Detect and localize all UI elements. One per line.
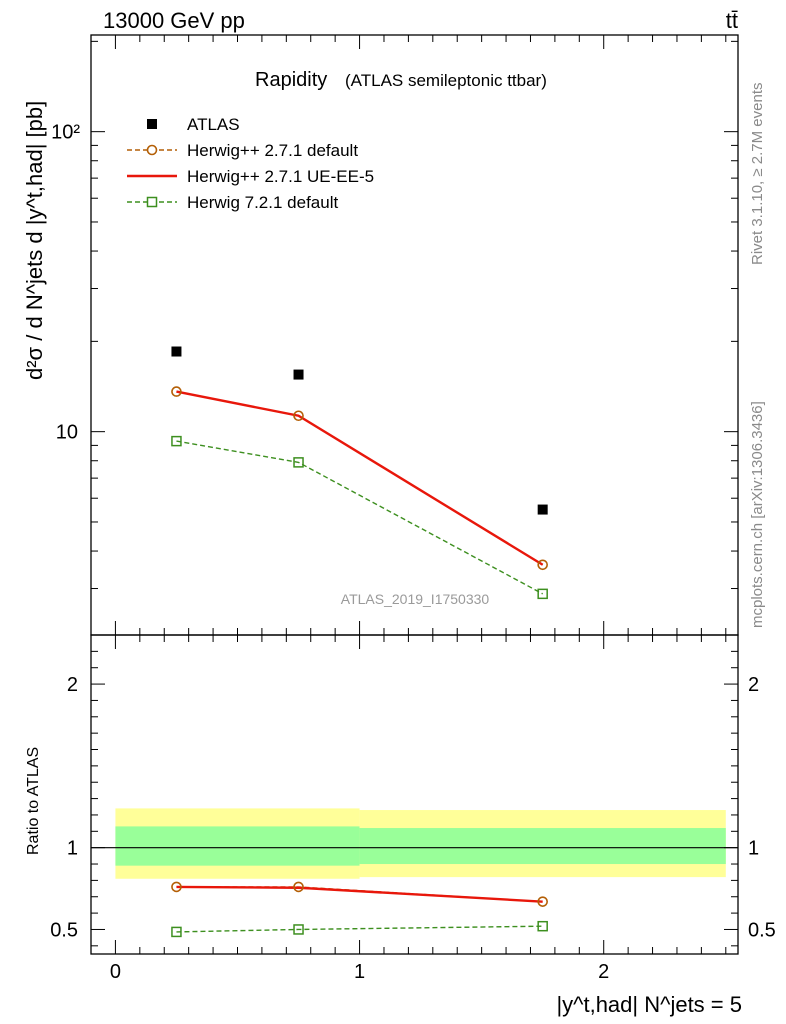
x-tick-label: 1 <box>354 961 365 983</box>
chart-title: Rapidity <box>255 69 327 91</box>
legend: ATLAS Herwig++ 2.7.1 default Herwig++ 2.7.… <box>127 115 374 212</box>
herwigpp-default-point <box>171 386 182 397</box>
x-axis-label: |y^t,had| N^jets = 5 <box>556 992 742 1017</box>
legend-item-herwig7: Herwig 7.2.1 default <box>127 193 338 212</box>
x-tick-label: 2 <box>598 961 609 983</box>
ratio-y-axis-label: Ratio to ATLAS <box>25 747 42 855</box>
ratio-y-tick-label-right: 1 <box>748 838 759 860</box>
y-tick-label: 10² <box>51 122 80 144</box>
herwig7-point <box>293 457 304 468</box>
side-label-top: Rivet 3.1.10, ≥ 2.7M events <box>749 83 766 266</box>
y-axis-label: d²σ / d N^jets d |y^t,had| [pb] <box>22 101 47 380</box>
y-tick-label: 10 <box>56 422 78 444</box>
atlas-data-point <box>171 346 182 357</box>
ratio-marks <box>171 881 548 938</box>
herwigpp-default-point <box>293 410 304 422</box>
chart-subtitle: (ATLAS semileptonic ttbar) <box>345 71 547 90</box>
side-label-bottom: mcplots.cern.ch [arXiv:1306.3436] <box>749 401 766 628</box>
legend-item-atlas: ATLAS <box>147 115 240 134</box>
legend-label: Herwig 7.2.1 default <box>187 193 338 212</box>
atlas-data-point <box>293 369 304 380</box>
legend-label: Herwig++ 2.7.1 UE-EE-5 <box>187 167 374 186</box>
ratio-panel: 0.5 0.5 1 1 2 2 0 1 2 Ratio to ATLAS |y^t,had| N… <box>25 634 776 1017</box>
ratio-y-tick-label-right: 0.5 <box>748 919 776 941</box>
legend-label: Herwig++ 2.7.1 default <box>187 141 358 160</box>
header-left-label: 13000 GeV pp <box>103 8 245 33</box>
ratio-herwigpp-default-point <box>293 881 304 893</box>
ratio-ticks: 0.5 0.5 1 1 2 2 0 1 2 <box>50 634 776 983</box>
herwigpp-ue-line <box>176 390 544 566</box>
analysis-watermark: ATLAS_2019_I1750330 <box>341 591 490 607</box>
main-title: Rapidity (ATLAS semileptonic ttbar) <box>255 69 547 91</box>
herwig7-point <box>171 435 182 447</box>
herwig7-point <box>537 588 548 600</box>
ratio-y-tick-label: 0.5 <box>50 919 78 941</box>
legend-label: ATLAS <box>187 115 240 134</box>
ratio-herwig7-point <box>171 926 182 938</box>
herwigpp-default-line <box>176 390 544 566</box>
ratio-herwig7-point <box>293 924 304 935</box>
legend-marker <box>146 196 158 208</box>
ratio-uncertainty-bands <box>91 808 738 879</box>
ratio-herwig7-line <box>176 925 543 933</box>
x-tick-label: 0 <box>110 961 121 983</box>
ratio-herwigpp-ue-line <box>176 885 543 903</box>
legend-marker <box>147 119 157 129</box>
ratio-y-tick-label: 2 <box>67 674 78 696</box>
atlas-data-point <box>537 504 548 515</box>
herwig7-line <box>176 440 544 595</box>
ratio-band-inner <box>115 826 360 866</box>
ratio-y-tick-label-right: 2 <box>748 674 759 696</box>
herwigpp-default-point <box>537 559 548 571</box>
ratio-y-tick-label: 1 <box>67 838 78 860</box>
header-right-label: tt̄ <box>726 8 738 33</box>
ratio-herwigpp-default-point <box>537 896 548 907</box>
main-ticks: 10 10² <box>51 35 738 635</box>
legend-item-herwigpp-ue: Herwig++ 2.7.1 UE-EE-5 <box>127 167 374 186</box>
ratio-herwig7-point <box>537 920 548 932</box>
main-marks <box>171 346 548 600</box>
main-panel: 10 10² Rapidity (ATLAS semileptonic ttbar… <box>22 34 739 636</box>
ratio-frame <box>90 634 739 955</box>
ratio-band-inner <box>359 828 726 865</box>
legend-marker <box>146 144 158 156</box>
legend-item-herwigpp-default: Herwig++ 2.7.1 default <box>127 141 358 160</box>
ratio-herwigpp-default-point <box>171 881 182 893</box>
